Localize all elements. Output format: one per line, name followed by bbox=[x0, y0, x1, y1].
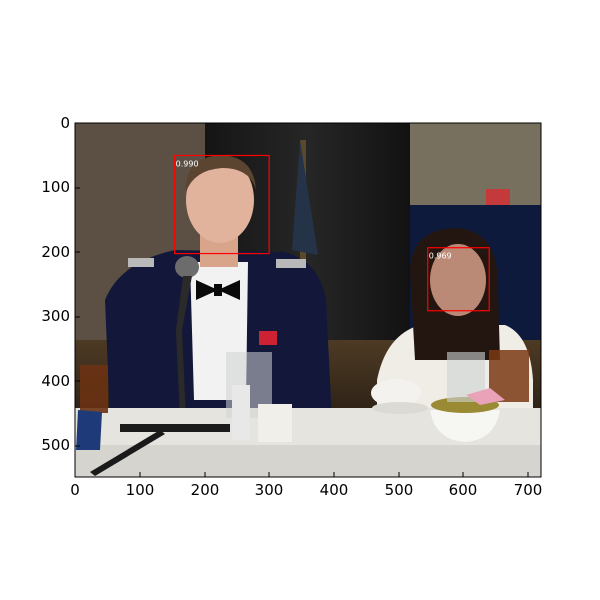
detection-score-label: 0.969 bbox=[429, 252, 452, 261]
x-tick-label: 400 bbox=[320, 481, 349, 499]
detection-score-label: 0.990 bbox=[176, 159, 199, 168]
banquet-photo bbox=[75, 123, 541, 477]
tick-marks bbox=[74, 122, 529, 477]
x-axis: 0 100 200 300 400 500 600 700 bbox=[70, 481, 542, 499]
x-tick-label: 0 bbox=[70, 481, 80, 499]
x-tick-label: 200 bbox=[191, 481, 220, 499]
microphone bbox=[175, 256, 199, 278]
x-tick-label: 600 bbox=[449, 481, 478, 499]
face-detection-box bbox=[174, 154, 270, 255]
y-tick-label: 100 bbox=[41, 178, 70, 196]
x-tick-label: 700 bbox=[514, 481, 543, 499]
x-tick-label: 500 bbox=[385, 481, 414, 499]
y-tick-label: 500 bbox=[41, 436, 70, 454]
face-detection-box bbox=[427, 247, 490, 312]
coffee-cup bbox=[371, 379, 421, 407]
y-tick-label: 400 bbox=[41, 372, 70, 390]
bowl bbox=[430, 410, 500, 442]
y-tick-label: 300 bbox=[41, 307, 70, 325]
image-frame bbox=[74, 122, 542, 478]
y-axis: 0 100 200 300 400 500 bbox=[41, 114, 70, 454]
salt-shaker bbox=[232, 385, 250, 440]
x-tick-label: 100 bbox=[126, 481, 155, 499]
y-tick-label: 0 bbox=[60, 114, 70, 132]
man-face bbox=[186, 157, 254, 243]
exit-sign bbox=[486, 189, 510, 205]
detection-layer: 0.990 0.969 bbox=[174, 154, 490, 312]
y-tick-label: 200 bbox=[41, 243, 70, 261]
tea-glass-left bbox=[80, 365, 108, 413]
cup bbox=[258, 404, 292, 442]
woman-face bbox=[430, 244, 486, 316]
x-tick-label: 300 bbox=[255, 481, 284, 499]
